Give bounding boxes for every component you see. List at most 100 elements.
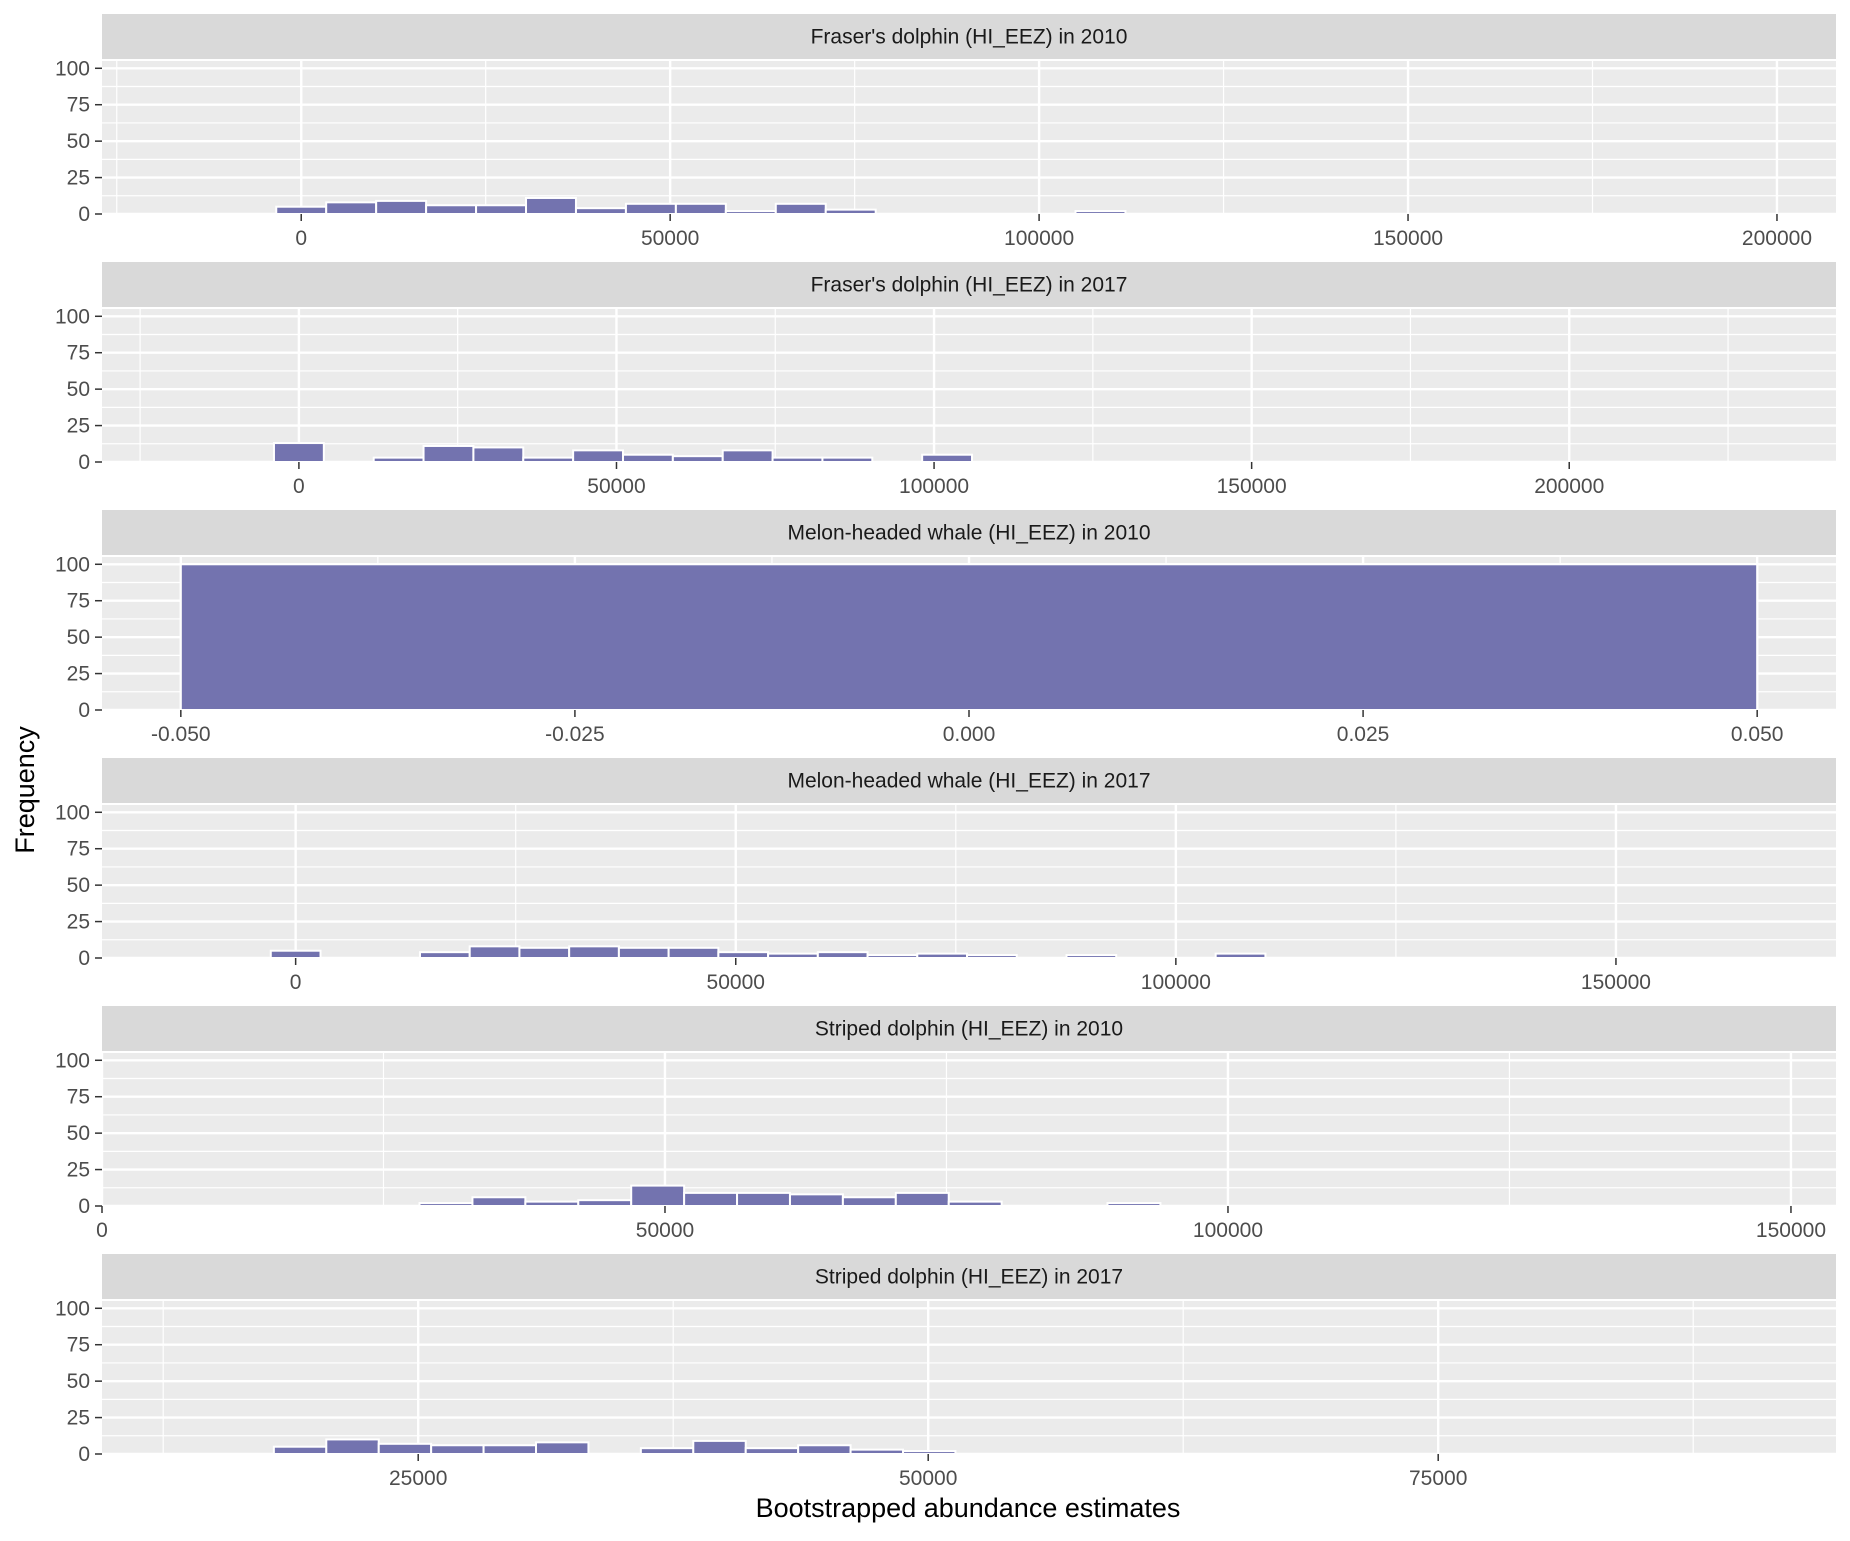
histogram-bar — [774, 202, 827, 216]
y-tick-label: 25 — [67, 167, 90, 190]
histogram-bar — [821, 456, 874, 463]
x-tick-label: 200000 — [1534, 475, 1604, 498]
histogram-bar — [921, 453, 974, 464]
histogram-bar — [472, 446, 525, 463]
histogram-bar — [418, 951, 471, 960]
x-tick-label: 50000 — [587, 475, 645, 498]
histogram-bar — [841, 1196, 897, 1208]
facet-strip — [102, 1254, 1836, 1299]
y-tick-label: 100 — [55, 1297, 90, 1320]
x-axis-title: Bootstrapped abundance estimates — [756, 1493, 1181, 1523]
x-tick-label: 0.025 — [1337, 723, 1390, 746]
histogram-bar — [630, 1184, 686, 1207]
x-tick-label: 50000 — [707, 971, 765, 994]
histogram-bar — [797, 1444, 852, 1456]
x-tick-label: -0.025 — [545, 723, 605, 746]
y-tick-label: 25 — [67, 911, 90, 934]
histogram-bar — [866, 954, 919, 959]
histogram-bar — [671, 455, 724, 463]
histogram-bar — [788, 1193, 844, 1208]
histogram-bar — [721, 449, 774, 464]
histogram-bar — [683, 1191, 739, 1208]
histogram-bar — [577, 1199, 633, 1207]
histogram-bar — [744, 1447, 800, 1455]
x-tick-label: 100000 — [1193, 1219, 1263, 1242]
facet-panel: Melon-headed whale (HI_EEZ) in 2017 0 25 50… — [55, 758, 1836, 994]
facet-title: Fraser's dolphin (HI_EEZ) in 2010 — [811, 26, 1128, 49]
histogram-bar — [849, 1448, 905, 1455]
facet-panel: Striped dolphin (HI_EEZ) in 2010 0 25 50 75 1… — [55, 1006, 1836, 1242]
histogram-bar — [574, 207, 627, 216]
histogram-bar — [422, 444, 475, 464]
histogram-bar — [482, 1444, 538, 1456]
y-tick-label: 50 — [67, 130, 90, 153]
histogram-bar — [894, 1191, 950, 1208]
x-tick-label: 100000 — [1004, 227, 1074, 250]
histogram-bar — [816, 951, 869, 960]
x-tick-label: 0.000 — [943, 723, 996, 746]
facet-strip — [102, 14, 1836, 59]
histogram-bar — [1106, 1202, 1162, 1207]
y-tick-label: 25 — [67, 415, 90, 438]
histogram-bar — [947, 1200, 1003, 1207]
y-axis-title: Frequency — [10, 726, 40, 854]
panel-background — [102, 1053, 1836, 1206]
y-tick-label: 100 — [55, 57, 90, 80]
histogram-bar — [425, 204, 478, 215]
histogram-bar — [475, 204, 528, 215]
histogram-bar — [692, 1439, 747, 1456]
x-tick-label: 100000 — [899, 475, 969, 498]
panel-background — [102, 805, 1836, 958]
y-tick-label: 75 — [67, 1334, 90, 1357]
y-tick-label: 100 — [55, 801, 90, 824]
histogram-bar — [325, 1438, 380, 1456]
histogram-bar — [824, 208, 877, 215]
x-tick-label: 50000 — [641, 227, 699, 250]
y-tick-label: 50 — [67, 378, 90, 401]
y-tick-label: 75 — [67, 1086, 90, 1109]
histogram-bar — [522, 456, 575, 463]
y-tick-label: 0 — [78, 947, 90, 970]
y-tick-label: 75 — [67, 94, 90, 117]
facet-strip — [102, 510, 1836, 555]
x-tick-label: 150000 — [1756, 1219, 1826, 1242]
histogram-bar — [771, 456, 824, 463]
histogram-bar — [617, 946, 670, 959]
histogram-bar — [430, 1444, 485, 1456]
histogram-bar — [568, 945, 620, 959]
y-tick-label: 100 — [55, 553, 90, 576]
x-tick-label: 200000 — [1742, 227, 1812, 250]
y-tick-label: 50 — [67, 626, 90, 649]
y-tick-label: 0 — [78, 451, 90, 474]
histogram-bar — [468, 945, 521, 959]
histogram-bar — [902, 1450, 957, 1455]
histogram-bar — [518, 946, 571, 959]
facet-title: Melon-headed whale (HI_EEZ) in 2017 — [787, 770, 1150, 793]
facet-strip — [102, 758, 1836, 803]
facet-strip — [102, 1006, 1836, 1051]
facet-panel: Fraser's dolphin (HI_EEZ) in 2017 0 25 50 75… — [55, 262, 1836, 498]
y-tick-label: 25 — [67, 1407, 90, 1430]
y-tick-label: 25 — [67, 663, 90, 686]
histogram-bar — [767, 952, 819, 960]
y-tick-label: 25 — [67, 1159, 90, 1182]
facet-title: Melon-headed whale (HI_EEZ) in 2010 — [787, 522, 1150, 545]
histogram-bar — [377, 1442, 433, 1456]
histogram-bar — [621, 453, 674, 464]
histogram-bar — [1074, 210, 1127, 215]
x-tick-label: 50000 — [636, 1219, 694, 1242]
histogram-bar — [1214, 952, 1267, 960]
x-tick-label: 100000 — [1141, 971, 1211, 994]
histogram-bar — [572, 449, 624, 464]
x-tick-label: 0.050 — [1731, 723, 1784, 746]
facet-title: Fraser's dolphin (HI_EEZ) in 2017 — [811, 274, 1128, 297]
y-tick-label: 0 — [78, 1443, 90, 1466]
histogram-bar — [667, 946, 720, 959]
histogram-bar — [372, 456, 425, 463]
y-tick-label: 50 — [67, 1370, 90, 1393]
histogram-bar — [418, 1202, 474, 1207]
x-tick-label: 50000 — [899, 1467, 957, 1490]
facet-title: Striped dolphin (HI_EEZ) in 2010 — [815, 1018, 1123, 1041]
